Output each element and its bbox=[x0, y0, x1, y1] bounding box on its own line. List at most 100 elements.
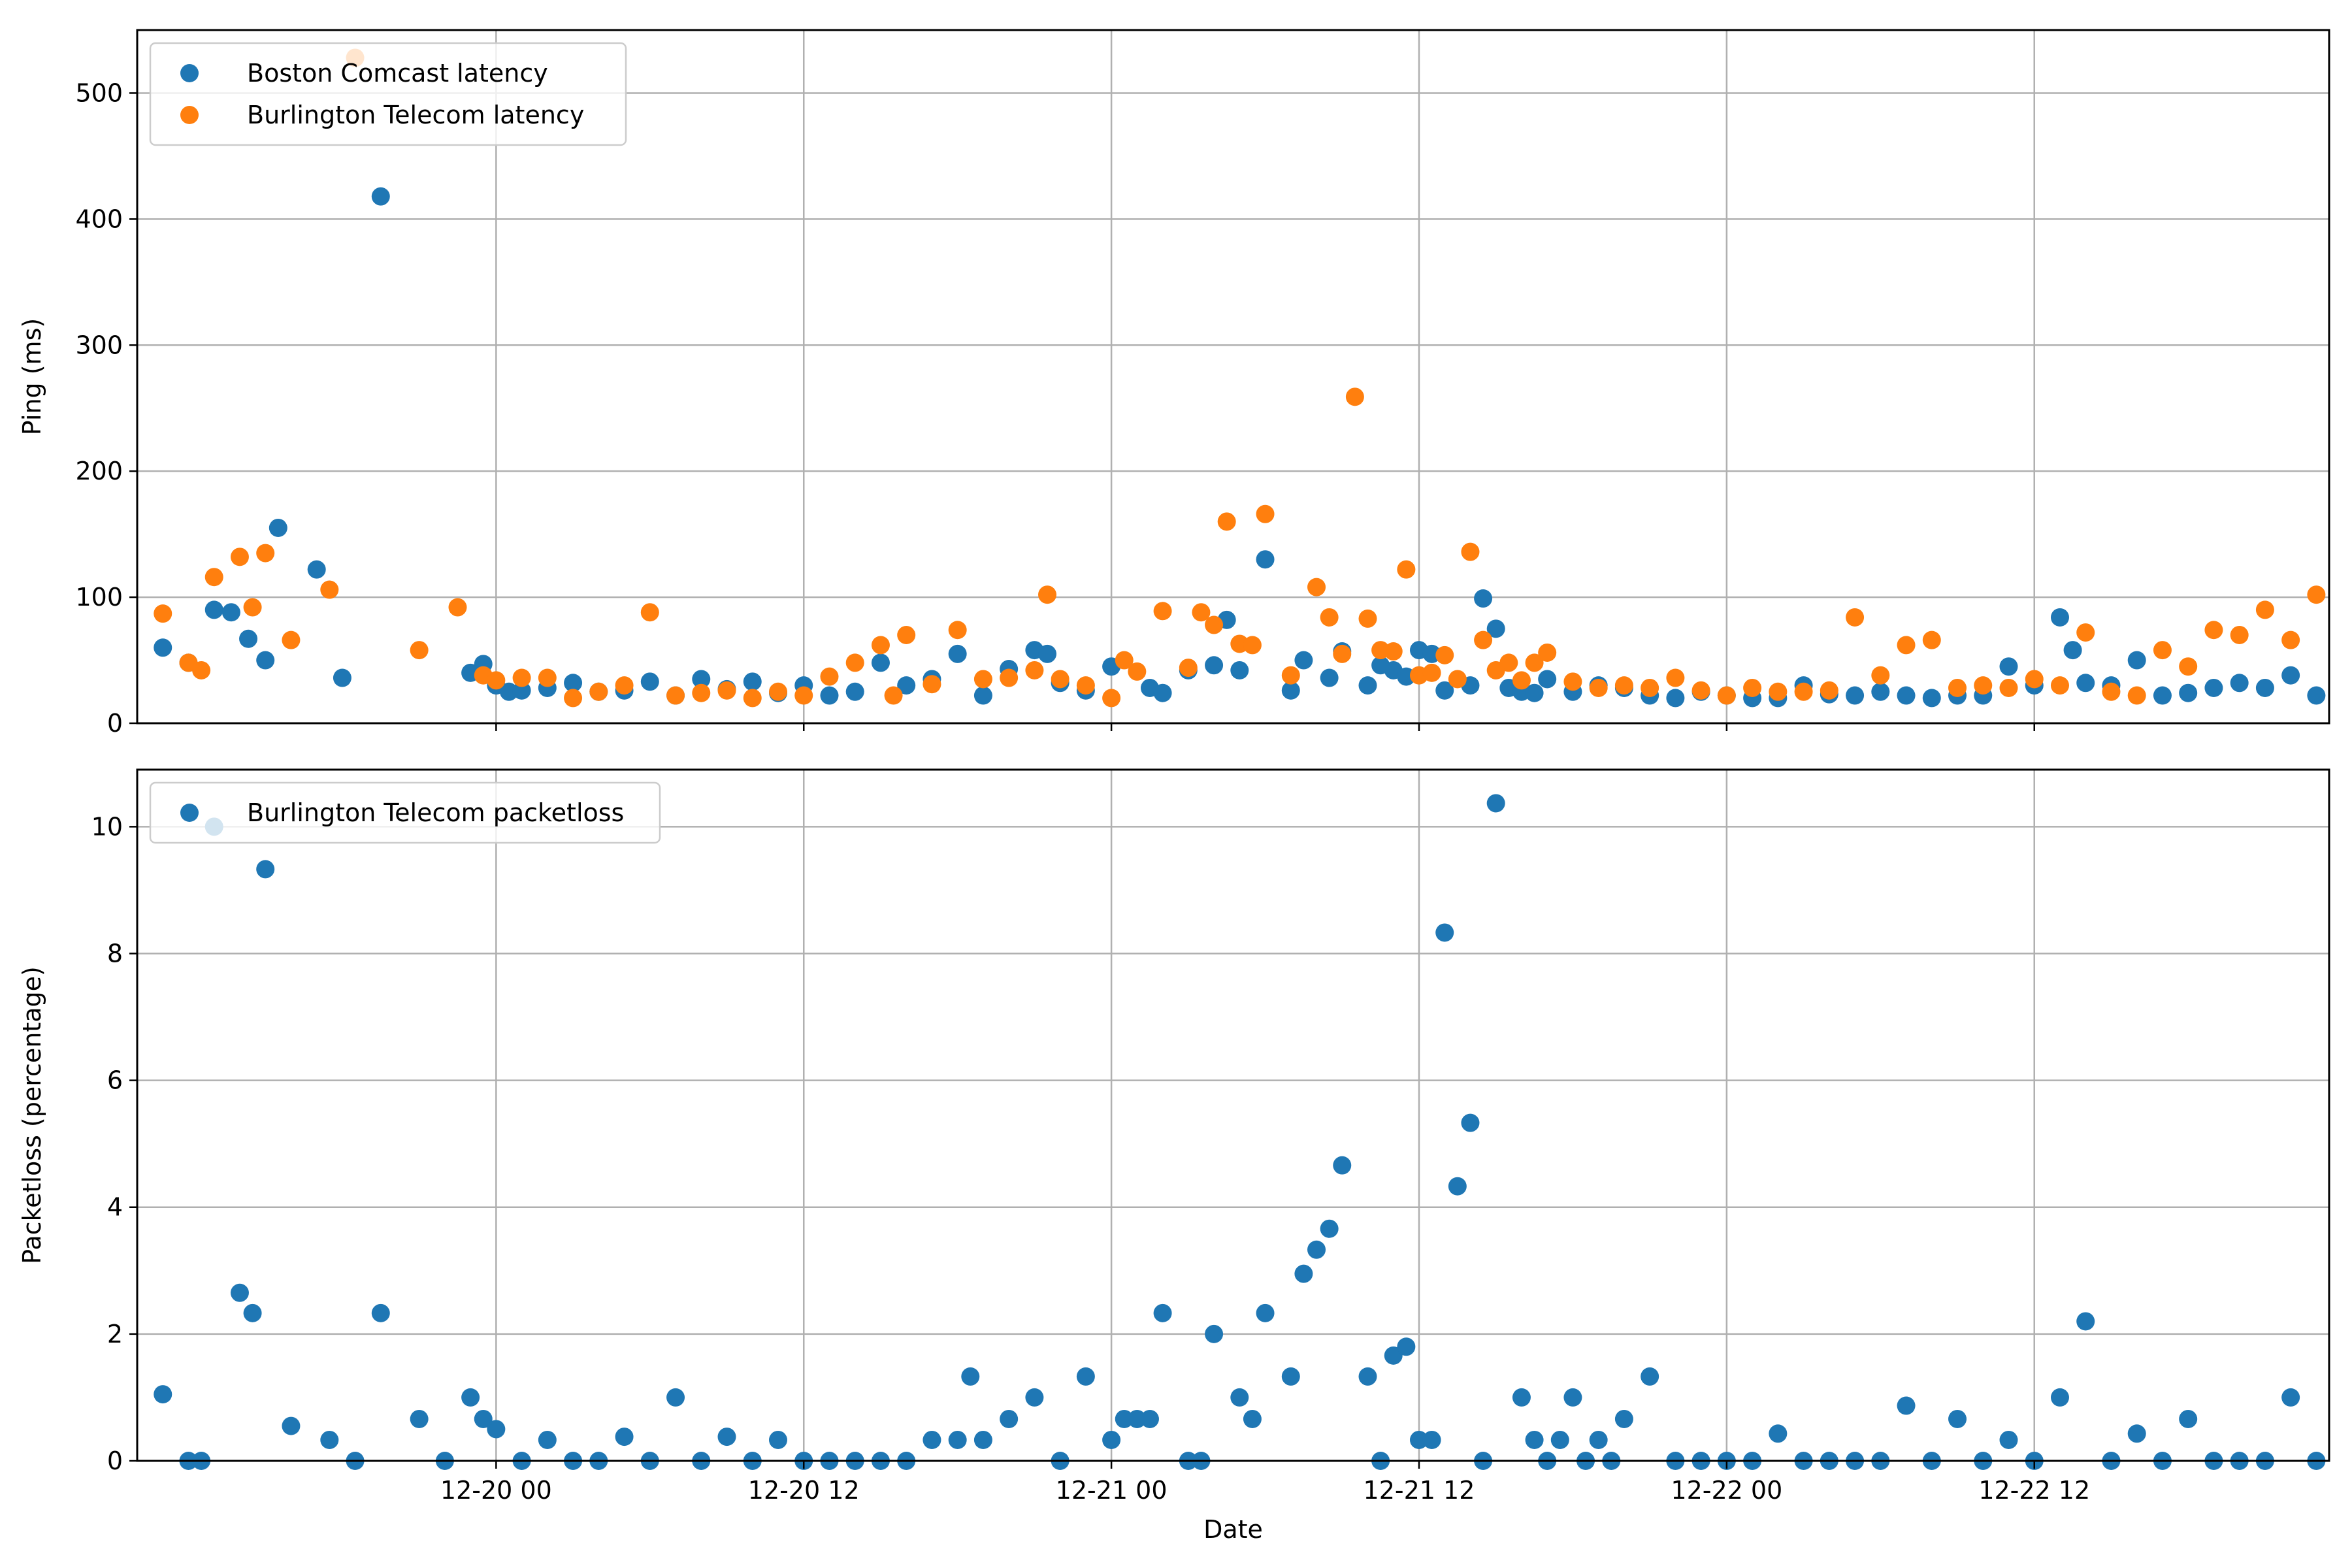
data-point bbox=[371, 187, 390, 206]
data-point bbox=[333, 668, 351, 687]
legend-label: Burlington Telecom latency bbox=[247, 101, 584, 129]
latency-axes-frame bbox=[136, 29, 2330, 725]
latency-x-ticks bbox=[495, 723, 2035, 731]
data-point bbox=[1614, 676, 1633, 695]
data-point bbox=[1999, 678, 2018, 697]
data-point bbox=[154, 604, 172, 623]
data-point bbox=[192, 661, 211, 679]
data-point bbox=[923, 675, 941, 694]
data-point bbox=[640, 672, 659, 691]
data-point bbox=[1076, 1367, 1095, 1386]
data-point bbox=[371, 1303, 390, 1322]
data-point bbox=[2281, 666, 2300, 685]
data-point bbox=[2127, 686, 2146, 705]
data-point bbox=[768, 682, 787, 701]
data-point bbox=[961, 1367, 980, 1386]
data-point bbox=[973, 670, 992, 689]
data-point bbox=[1563, 1388, 1582, 1407]
data-point bbox=[269, 518, 287, 537]
data-point bbox=[768, 1430, 787, 1449]
data-point bbox=[1999, 1430, 2018, 1449]
legend-box bbox=[149, 781, 661, 844]
data-point bbox=[1345, 387, 1364, 406]
data-point bbox=[1230, 1388, 1249, 1407]
data-point bbox=[1538, 670, 1557, 689]
packetloss-y-axis-label: Packetloss (percentage) bbox=[18, 966, 46, 1264]
y-tick-label: 100 bbox=[75, 583, 123, 612]
data-point bbox=[487, 1420, 506, 1439]
data-point bbox=[1769, 682, 1788, 701]
data-point bbox=[564, 689, 583, 708]
data-point bbox=[1000, 1409, 1019, 1428]
data-point bbox=[1448, 1177, 1467, 1196]
data-point bbox=[461, 1388, 480, 1407]
data-point bbox=[474, 1409, 493, 1428]
data-point bbox=[973, 1430, 992, 1449]
data-point bbox=[1128, 1409, 1147, 1428]
data-point bbox=[448, 598, 467, 617]
data-point bbox=[1397, 560, 1416, 579]
data-point bbox=[2063, 641, 2082, 660]
data-point bbox=[1358, 1367, 1377, 1386]
data-point bbox=[2076, 1312, 2095, 1331]
data-point bbox=[2127, 1424, 2146, 1443]
data-point bbox=[845, 682, 864, 701]
data-point bbox=[230, 1283, 249, 1302]
data-point bbox=[538, 668, 557, 687]
data-point bbox=[2076, 623, 2095, 642]
x-tick-label: 12-22 00 bbox=[1671, 1476, 1782, 1505]
data-point bbox=[1281, 681, 1300, 700]
data-point bbox=[1871, 666, 1890, 685]
data-point bbox=[884, 686, 903, 705]
data-point bbox=[410, 641, 429, 660]
data-point bbox=[320, 1430, 339, 1449]
y-tick-label: 8 bbox=[107, 939, 123, 968]
data-point bbox=[1666, 689, 1685, 708]
data-point bbox=[1871, 682, 1890, 701]
data-point bbox=[1153, 1303, 1172, 1322]
data-point bbox=[2050, 608, 2069, 627]
data-point bbox=[692, 670, 711, 689]
data-point bbox=[1474, 589, 1493, 608]
y-tick-label: 0 bbox=[107, 709, 123, 738]
data-point bbox=[2230, 625, 2249, 644]
data-point bbox=[589, 682, 608, 701]
data-point bbox=[2050, 1388, 2069, 1407]
data-point bbox=[1897, 1396, 1916, 1415]
data-point bbox=[1076, 676, 1095, 695]
data-point bbox=[1550, 1430, 1569, 1449]
data-point bbox=[410, 1409, 429, 1428]
data-point bbox=[1409, 1430, 1428, 1449]
data-point bbox=[1614, 1409, 1633, 1428]
data-point bbox=[1102, 689, 1121, 708]
y-tick-label: 400 bbox=[75, 204, 123, 233]
data-point bbox=[1435, 681, 1454, 700]
data-point bbox=[1666, 668, 1685, 687]
data-point bbox=[2255, 678, 2274, 697]
data-point bbox=[1922, 630, 1941, 649]
data-point bbox=[154, 638, 172, 657]
data-point bbox=[1294, 651, 1313, 670]
x-tick-label: 12-22 12 bbox=[1978, 1476, 2090, 1505]
x-tick-label: 12-20 12 bbox=[748, 1476, 860, 1505]
y-tick-label: 500 bbox=[75, 78, 123, 107]
data-point bbox=[282, 630, 301, 649]
packetloss-legend: Burlington Telecom packetloss bbox=[149, 781, 661, 844]
legend-marker bbox=[180, 804, 199, 822]
data-point bbox=[2025, 670, 2044, 689]
data-point bbox=[1499, 653, 1518, 672]
data-point bbox=[2050, 676, 2069, 695]
data-point bbox=[1384, 1346, 1403, 1365]
data-point bbox=[2204, 678, 2223, 697]
data-point bbox=[820, 686, 839, 705]
data-point bbox=[1422, 1430, 1441, 1449]
data-point bbox=[243, 598, 262, 617]
y-tick-label: 10 bbox=[91, 812, 123, 841]
legend-label: Boston Comcast latency bbox=[247, 59, 548, 88]
data-point bbox=[221, 603, 240, 622]
packetloss-axes-frame bbox=[136, 768, 2330, 1462]
data-point bbox=[243, 1303, 262, 1322]
data-point bbox=[1769, 1424, 1788, 1443]
data-point bbox=[2076, 674, 2095, 693]
